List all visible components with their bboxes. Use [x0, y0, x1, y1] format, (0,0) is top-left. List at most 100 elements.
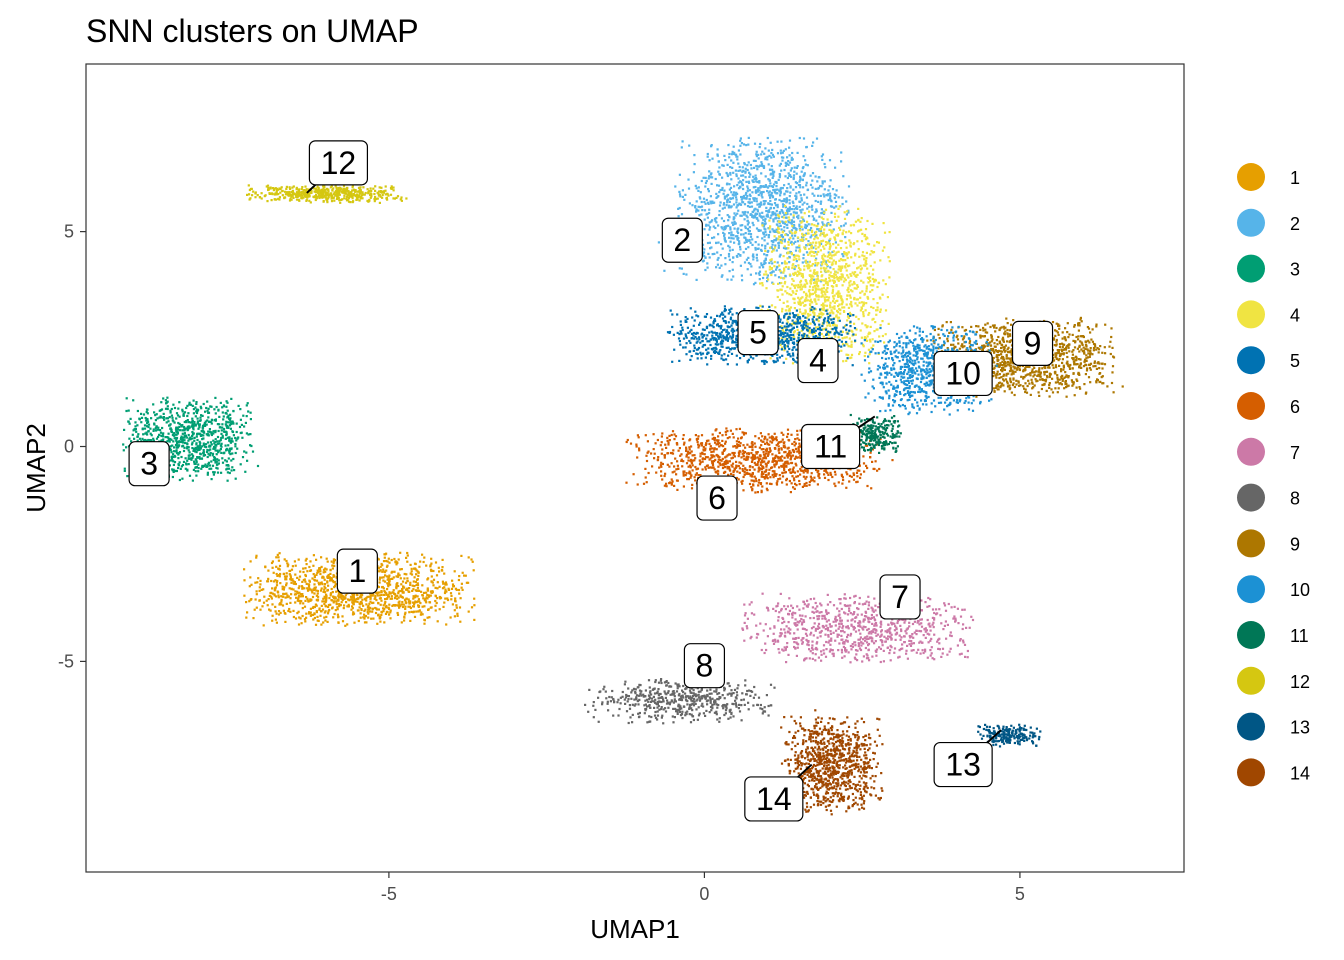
data-point	[415, 601, 418, 604]
data-point	[867, 243, 871, 246]
data-point	[780, 140, 783, 143]
data-point	[846, 256, 849, 260]
data-point	[749, 241, 752, 244]
data-point	[278, 564, 282, 567]
data-point	[742, 251, 745, 254]
data-point	[842, 229, 845, 232]
data-point	[831, 306, 834, 309]
data-point	[447, 588, 451, 591]
data-point	[198, 444, 201, 447]
data-point	[681, 189, 684, 192]
data-point	[193, 439, 196, 442]
data-point	[371, 610, 374, 613]
data-point	[221, 434, 224, 437]
data-point	[297, 599, 301, 603]
data-point	[703, 209, 707, 212]
data-point	[788, 334, 791, 337]
data-point	[286, 596, 289, 599]
data-point	[308, 565, 311, 569]
data-point	[785, 198, 789, 201]
data-point	[841, 196, 844, 199]
data-point	[801, 238, 804, 241]
data-point	[460, 554, 463, 557]
data-point	[325, 596, 328, 599]
data-point	[872, 306, 875, 310]
data-point	[800, 283, 803, 286]
data-point	[765, 361, 768, 364]
data-point	[371, 601, 374, 605]
data-point	[704, 268, 707, 272]
data-point	[296, 576, 299, 579]
data-point	[843, 211, 846, 214]
data-point	[841, 258, 844, 262]
data-point	[187, 463, 190, 466]
data-point	[301, 614, 304, 618]
data-point	[792, 263, 795, 266]
data-point	[188, 401, 191, 404]
data-point	[213, 442, 216, 445]
data-point	[209, 420, 212, 423]
data-point	[793, 297, 796, 300]
data-point	[677, 215, 680, 218]
data-point	[793, 266, 796, 269]
data-point	[359, 612, 362, 615]
data-point	[390, 558, 393, 562]
data-point	[351, 593, 354, 596]
data-point	[883, 246, 886, 249]
data-point	[674, 185, 677, 188]
data-point	[841, 330, 844, 333]
data-point	[701, 260, 704, 263]
data-point	[413, 562, 417, 565]
data-point	[225, 405, 228, 408]
data-point	[180, 436, 183, 440]
data-point	[192, 432, 195, 435]
data-point	[320, 587, 323, 590]
data-point	[191, 479, 194, 482]
data-point	[833, 196, 836, 200]
data-point	[387, 583, 390, 587]
data-point	[738, 242, 741, 245]
data-point	[278, 568, 281, 571]
data-point	[804, 284, 807, 287]
data-point	[315, 604, 318, 607]
data-point	[848, 239, 851, 242]
data-point	[876, 309, 879, 312]
data-point	[721, 227, 724, 230]
data-point	[828, 192, 832, 195]
data-point	[182, 460, 186, 463]
data-point	[785, 200, 788, 203]
data-point	[299, 593, 302, 596]
data-point	[720, 264, 723, 267]
data-point	[761, 196, 764, 199]
data-point	[379, 569, 382, 572]
data-point	[780, 271, 783, 274]
data-point	[829, 224, 832, 227]
data-point	[754, 159, 757, 162]
data-point	[856, 273, 859, 276]
data-point	[277, 556, 280, 559]
data-point	[807, 223, 810, 226]
data-point	[806, 282, 809, 285]
data-point	[721, 186, 724, 190]
data-point	[818, 229, 821, 232]
data-point	[397, 558, 400, 561]
data-point	[763, 152, 766, 155]
data-point	[261, 605, 264, 608]
data-point	[231, 466, 234, 469]
data-point	[472, 569, 475, 572]
data-point	[281, 588, 284, 591]
data-point	[283, 575, 287, 578]
data-point	[372, 617, 375, 620]
data-point	[766, 276, 769, 279]
data-point	[169, 409, 172, 412]
data-point	[806, 316, 809, 320]
data-point	[762, 218, 765, 221]
data-point	[183, 434, 186, 437]
data-point	[791, 234, 794, 237]
data-point	[215, 405, 218, 409]
data-point	[172, 440, 175, 443]
data-point	[685, 273, 688, 276]
data-point	[765, 254, 768, 257]
data-point	[176, 446, 179, 449]
data-point	[806, 334, 809, 337]
